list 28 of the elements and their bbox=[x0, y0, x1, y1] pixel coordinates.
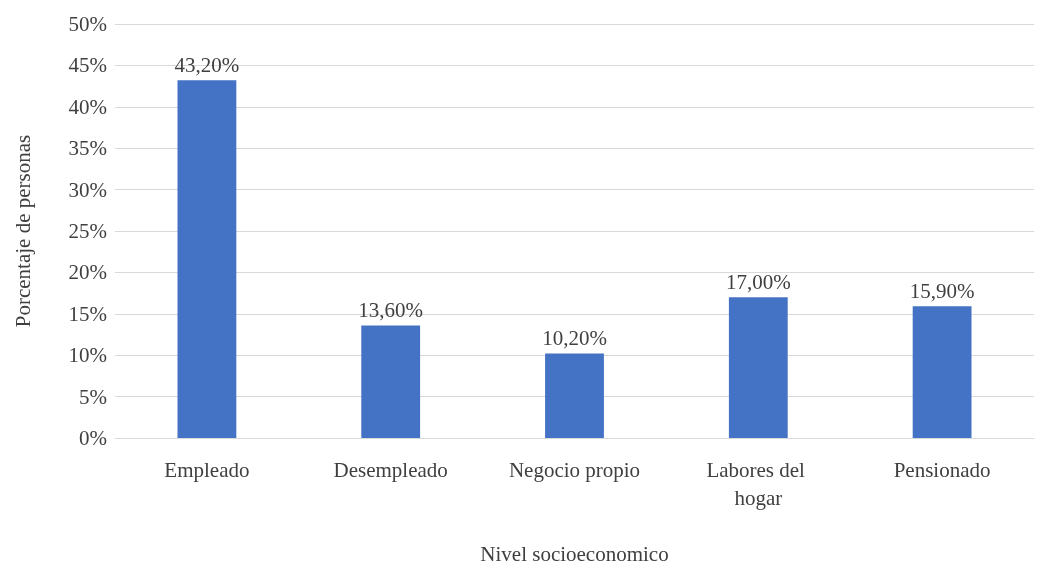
y-tick-label: 0% bbox=[79, 426, 107, 450]
data-label: 10,20% bbox=[542, 326, 607, 351]
y-tick-label: 20% bbox=[68, 260, 107, 285]
y-tick-label: 25% bbox=[68, 219, 107, 243]
x-tick-label: Labores del hogar bbox=[706, 458, 811, 510]
bar bbox=[545, 353, 604, 438]
y-tick-label: 30% bbox=[68, 177, 107, 202]
bar bbox=[912, 306, 972, 438]
bar bbox=[728, 297, 788, 438]
y-tick-label: 10% bbox=[68, 343, 107, 368]
y-axis-title: Porcentaje de personas bbox=[10, 134, 35, 328]
bar bbox=[361, 325, 421, 438]
data-label: 13,60% bbox=[358, 297, 424, 322]
y-tick-label: 50% bbox=[68, 12, 107, 36]
data-label: 17,00% bbox=[725, 269, 791, 294]
bar bbox=[177, 80, 237, 438]
y-tick-label: 5% bbox=[79, 384, 107, 409]
y-tick-label: 40% bbox=[68, 94, 107, 119]
x-tick-label: Pensionado bbox=[893, 458, 991, 482]
y-tick-label: 35% bbox=[68, 136, 107, 161]
x-axis-title: Nivel socioeconomico bbox=[480, 541, 669, 566]
x-tick-label: Negocio propio bbox=[508, 458, 641, 482]
y-tick-label: 15% bbox=[68, 301, 107, 326]
data-label: 43,20% bbox=[174, 52, 240, 77]
x-tick-label: Desempleado bbox=[333, 458, 448, 482]
x-tick-label: Empleado bbox=[164, 458, 250, 482]
y-tick-label: 45% bbox=[68, 53, 107, 78]
data-label: 15,90% bbox=[909, 278, 975, 303]
